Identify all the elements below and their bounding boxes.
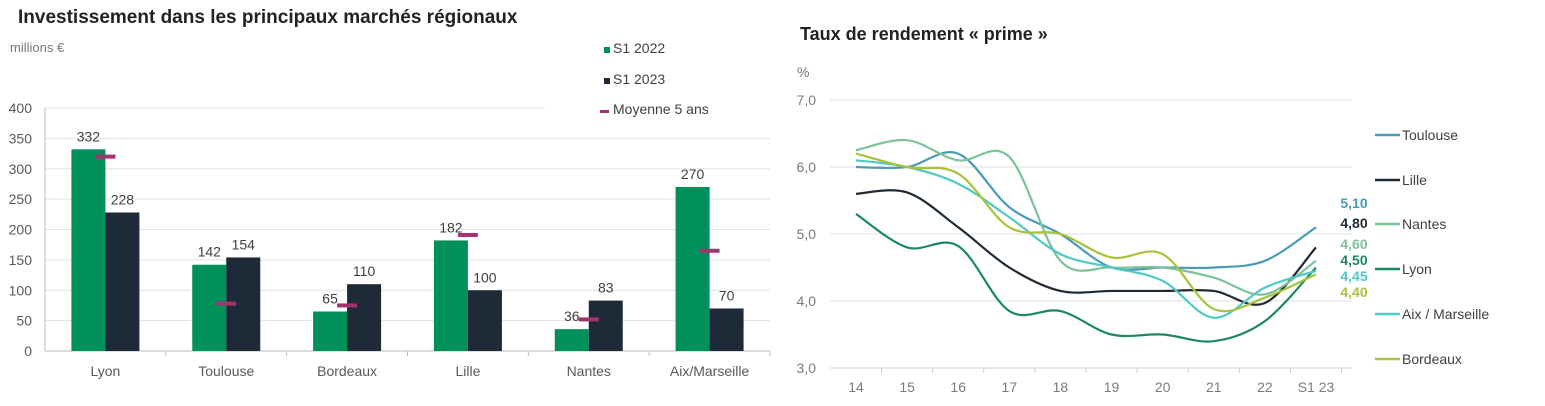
bar-s1-2022	[433, 240, 468, 351]
bar-s1-2022	[192, 264, 227, 351]
five-year-average-marker	[457, 232, 478, 237]
end-value-label: 5,10	[1340, 195, 1367, 211]
legend-label: Nantes	[1402, 216, 1446, 232]
x-tick-label: 17	[1002, 379, 1018, 395]
y-tick-label: 400	[9, 100, 33, 116]
legend-label: Toulouse	[1402, 127, 1458, 143]
bar-data-label: 270	[681, 166, 705, 182]
legend-label: Lille	[1402, 172, 1427, 188]
y-tick-label: 5,0	[797, 226, 817, 242]
x-tick-label: 14	[848, 379, 864, 395]
legend-swatch	[604, 47, 610, 53]
x-tick-label: 16	[950, 379, 966, 395]
bar-data-label: 70	[719, 287, 735, 303]
x-tick-label: S1 23	[1298, 379, 1335, 395]
five-year-average-marker	[337, 303, 358, 308]
y-tick-label: 7,0	[797, 92, 817, 108]
y-tick-label: 3,0	[797, 360, 817, 376]
bar-s1-2023	[347, 284, 382, 351]
x-tick-label: Toulouse	[198, 363, 254, 379]
bar-s1-2023	[709, 308, 744, 351]
x-tick-label: 20	[1155, 379, 1171, 395]
legend-swatch	[604, 78, 610, 84]
y-tick-label: 250	[9, 191, 33, 207]
x-tick-label: 18	[1053, 379, 1069, 395]
bar-data-label: 110	[353, 263, 376, 279]
line-aix-marseille	[855, 159, 1317, 319]
line-toulouse	[855, 151, 1317, 272]
x-tick-label: 19	[1104, 379, 1120, 395]
end-value-label: 4,40	[1340, 284, 1367, 300]
end-value-label: 4,50	[1340, 252, 1367, 268]
five-year-average-marker	[699, 248, 720, 253]
y-tick-label: 350	[9, 130, 33, 146]
five-year-average-marker	[578, 317, 599, 322]
bar-data-label: 228	[111, 191, 135, 207]
end-value-label: 4,60	[1340, 236, 1367, 252]
x-tick-label: 22	[1257, 379, 1273, 395]
x-tick-label: 21	[1206, 379, 1222, 395]
line-lyon	[855, 212, 1317, 343]
legend-label: Moyenne 5 ans	[613, 101, 709, 117]
legend-label: Bordeaux	[1402, 351, 1462, 367]
y-tick-label: 200	[9, 222, 33, 238]
bar-chart-title: Investissement dans les principaux march…	[18, 7, 518, 28]
line-nantes	[855, 138, 1317, 296]
bar-s1-2022	[313, 311, 348, 351]
bar-s1-2022	[71, 149, 106, 351]
legend-label: S1 2023	[613, 71, 665, 87]
x-tick-label: Bordeaux	[317, 363, 377, 379]
y-tick-label: 4,0	[797, 293, 817, 309]
legend-label: Aix / Marseille	[1402, 306, 1489, 322]
x-tick-label: Lyon	[90, 363, 120, 379]
legend-label: Lyon	[1402, 261, 1432, 277]
y-tick-label: 6,0	[797, 159, 817, 175]
bar-s1-2022	[675, 186, 710, 351]
y-tick-label: 300	[9, 161, 33, 177]
bar-data-label: 142	[198, 244, 222, 260]
y-tick-label: 0	[24, 343, 32, 359]
y-tick-label: 150	[9, 252, 33, 268]
x-tick-label: Lille	[455, 363, 480, 379]
bar-data-label: 83	[598, 280, 614, 296]
x-tick-label: Nantes	[567, 363, 611, 379]
end-value-label: 4,45	[1340, 268, 1367, 284]
bar-data-label: 100	[473, 269, 497, 285]
five-year-average-marker	[95, 154, 116, 159]
bar-s1-2023	[105, 212, 140, 351]
line-chart-unit: %	[797, 64, 810, 80]
legend-label: S1 2022	[613, 40, 665, 56]
x-tick-label: 15	[899, 379, 915, 395]
y-tick-label: 50	[16, 313, 32, 329]
legend-swatch	[600, 110, 609, 113]
line-chart-title: Taux de rendement « prime »	[800, 24, 1048, 44]
bar-data-label: 182	[439, 219, 463, 235]
bar-s1-2023	[467, 290, 502, 351]
x-tick-label: Aix/Marseille	[670, 363, 750, 379]
line-bordeaux	[855, 152, 1317, 313]
bar-chart-unit: millions €	[10, 40, 65, 55]
bar-data-label: 332	[77, 128, 101, 144]
y-tick-label: 100	[9, 282, 33, 298]
bar-s1-2023	[588, 300, 623, 351]
bar-data-label: 65	[322, 291, 338, 307]
bar-data-label: 36	[564, 308, 580, 324]
end-value-label: 4,80	[1340, 215, 1367, 231]
bar-s1-2022	[554, 329, 589, 351]
bar-data-label: 154	[232, 236, 256, 252]
five-year-average-marker	[216, 301, 237, 306]
